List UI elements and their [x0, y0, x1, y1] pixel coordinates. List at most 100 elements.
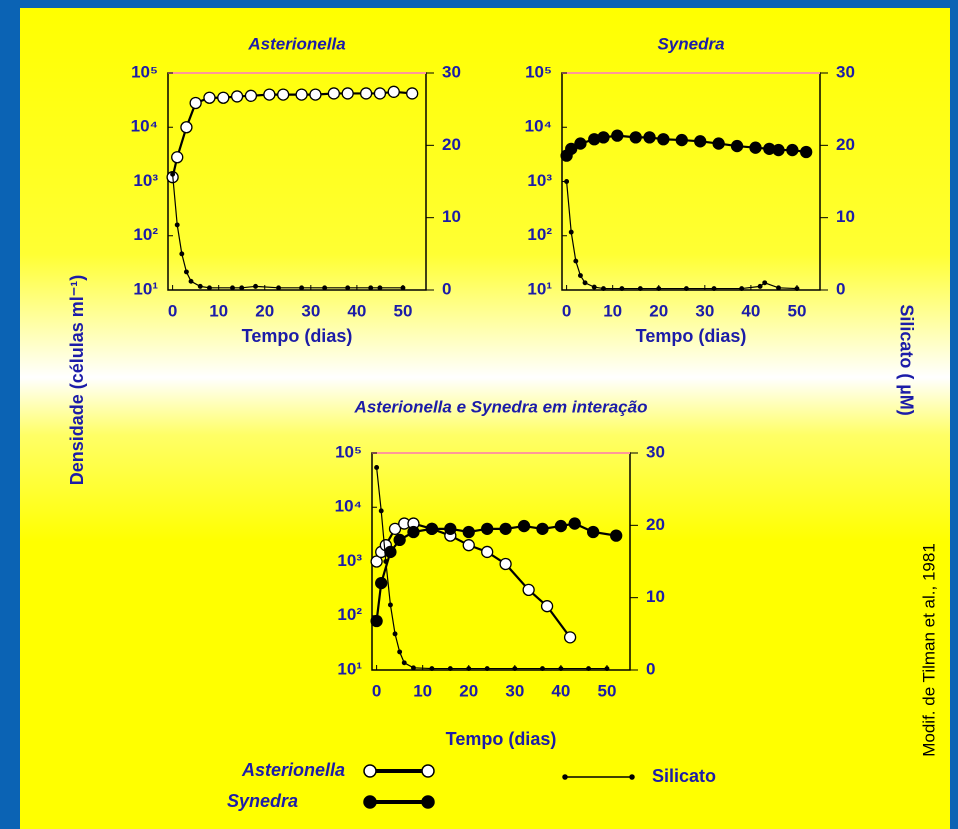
data-point [373, 87, 387, 100]
data-point [657, 133, 670, 146]
data-point [327, 87, 341, 100]
data-point [359, 87, 373, 100]
x-tick-label: 40 [551, 681, 570, 700]
data-point [577, 273, 583, 278]
data-point [611, 129, 624, 142]
series-line [171, 90, 413, 178]
legend-marker [363, 795, 377, 809]
data-point [586, 666, 591, 672]
data-point [564, 179, 570, 184]
data-point [517, 519, 531, 533]
y-tick-label: 10³ [337, 551, 362, 570]
y2-tick-label: 20 [442, 135, 461, 154]
data-point [239, 285, 245, 291]
data-point [656, 286, 662, 292]
data-point [563, 631, 577, 644]
source-note: Modif. de Tilman et al., 1981 [919, 543, 938, 757]
data-point [377, 285, 383, 291]
x-tick-label: 50 [394, 301, 413, 320]
data-point [522, 583, 535, 597]
x-tick-label: 50 [598, 681, 617, 700]
data-point [392, 631, 398, 637]
data-point [207, 285, 212, 291]
y-tick-label: 10² [133, 225, 158, 244]
chart-title: Asterionella e Synedra em interação [354, 397, 648, 416]
x-tick-label: 30 [505, 681, 524, 700]
data-point [643, 131, 656, 144]
data-point [637, 286, 643, 292]
data-point [512, 666, 518, 672]
y-tick-label: 10⁵ [525, 62, 552, 81]
data-point [694, 135, 707, 148]
data-point [429, 666, 435, 672]
data-point [739, 286, 745, 292]
data-point [387, 602, 393, 608]
data-point [375, 576, 388, 590]
x-tick-label: 30 [695, 301, 714, 320]
data-point [711, 286, 717, 292]
data-point [675, 133, 688, 147]
data-point [425, 522, 439, 535]
data-point [749, 141, 762, 154]
data-point [776, 285, 781, 291]
data-point [174, 222, 180, 228]
x-tick-label: 20 [649, 301, 668, 320]
data-point [397, 649, 403, 655]
data-point [309, 88, 322, 101]
data-point [499, 557, 512, 571]
data-point [462, 525, 475, 539]
x-tick-label: 40 [741, 301, 760, 320]
data-point [189, 96, 202, 110]
data-point [565, 142, 578, 155]
data-point [368, 285, 374, 291]
data-point [794, 286, 800, 292]
data-point [407, 525, 420, 539]
y2-tick-label: 0 [646, 659, 655, 678]
y2-tick-label: 10 [836, 207, 855, 226]
data-point [772, 143, 785, 157]
data-point [230, 285, 235, 291]
data-point [554, 519, 568, 533]
x-tick-label: 10 [603, 301, 622, 320]
x-tick-label: 0 [372, 681, 381, 700]
data-point [800, 145, 813, 159]
y-axis-label: Densidade (células ml⁻¹) [67, 275, 87, 486]
data-point [180, 121, 193, 134]
data-point [387, 85, 400, 98]
data-point [411, 665, 416, 671]
y2-tick-label: 20 [646, 515, 665, 534]
data-point [171, 151, 184, 164]
chart-title: Asterionella [247, 34, 345, 53]
data-point [401, 660, 407, 666]
data-point [568, 517, 581, 530]
data-point [573, 258, 579, 264]
y2-tick-label: 10 [646, 587, 665, 606]
data-point [345, 285, 351, 291]
data-point [230, 90, 244, 103]
x-tick-label: 30 [301, 301, 320, 320]
y2-tick-label: 20 [836, 135, 855, 154]
y-tick-label: 10⁴ [131, 117, 158, 136]
data-point [481, 522, 494, 535]
data-point [582, 280, 588, 286]
data-point [277, 88, 290, 101]
x-tick-label: 20 [459, 681, 478, 700]
data-point [170, 171, 176, 177]
data-point [388, 522, 402, 535]
x-tick-label: 0 [562, 301, 571, 320]
plot-frame [167, 72, 427, 291]
series-line [172, 174, 403, 289]
data-point [183, 269, 189, 275]
legend-marker [562, 774, 568, 780]
legend-marker [421, 795, 435, 809]
data-point [601, 286, 606, 292]
legend-marker [629, 774, 635, 780]
data-point [253, 283, 258, 289]
data-point [244, 89, 258, 102]
y2-tick-label: 30 [836, 62, 855, 81]
y2-tick-label: 0 [442, 279, 451, 298]
data-point [383, 559, 389, 564]
x-tick-label: 50 [788, 301, 807, 320]
data-point [540, 600, 554, 613]
